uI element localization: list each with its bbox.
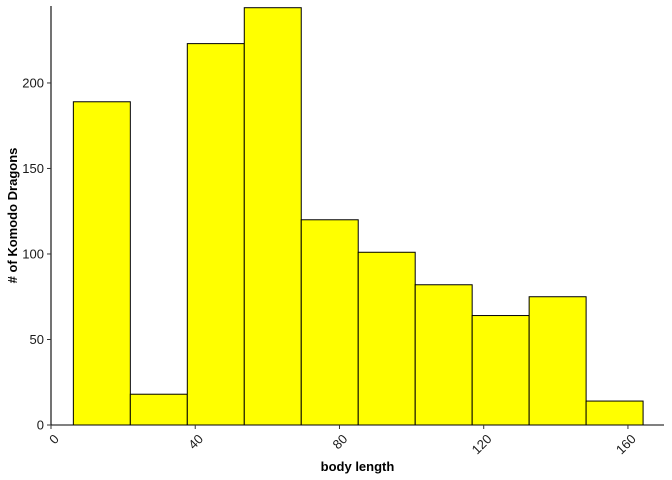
y-tick-label: 50 [30,332,44,347]
x-axis-title: body length [321,459,395,474]
histogram-bar [243,7,302,426]
histogram-bar [471,315,530,426]
y-tick-label: 200 [22,75,44,90]
y-axis-ticks: 0 50 100 150 200 [22,75,51,433]
y-tick-label: 150 [22,161,44,176]
bars-group [72,7,644,426]
histogram-bar [300,219,359,426]
histogram-bar [414,284,473,426]
y-tick-label: 100 [22,246,44,261]
histogram-bar [357,251,416,426]
histogram-bar [186,43,245,426]
histogram-bar [129,393,188,426]
histogram-bar [585,400,644,426]
histogram-bar [72,101,131,426]
y-tick-label: 0 [37,418,44,433]
histogram-bar [528,296,587,426]
y-axis-title: # of Komodo Dragons [5,148,20,284]
